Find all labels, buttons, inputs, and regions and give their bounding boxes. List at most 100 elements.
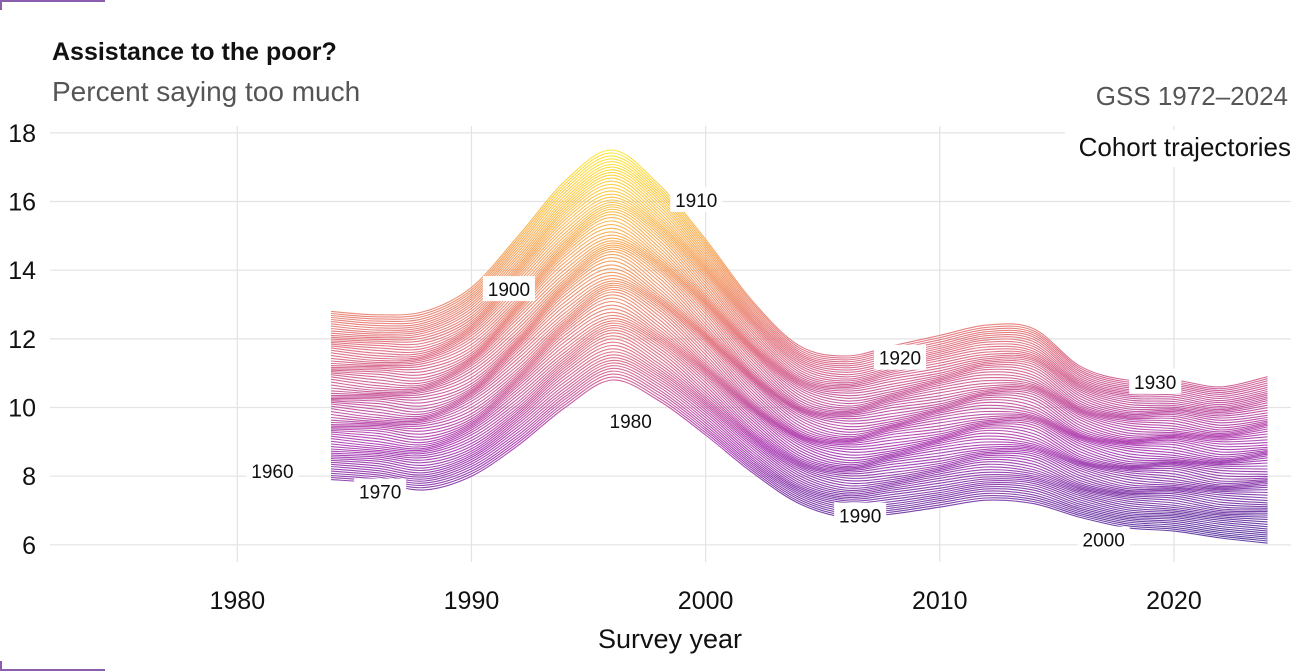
cohort-label-1990: 1990 — [834, 502, 887, 528]
y-tick-label: 16 — [8, 189, 36, 217]
legend-title: Cohort trajectories — [1064, 130, 1291, 167]
cohort-line — [330, 291, 1268, 484]
cohort-label-text: 2000 — [1083, 531, 1125, 552]
cohort-line — [330, 304, 1268, 490]
cohort-line — [330, 365, 1268, 534]
cohort-line — [330, 183, 1268, 411]
cohort-line — [330, 206, 1268, 426]
cohort-label-text: 1900 — [488, 280, 530, 301]
frame-corner-top — [0, 0, 105, 2]
cohort-line — [330, 344, 1268, 518]
cohort-line — [330, 208, 1268, 429]
cohort-line — [330, 359, 1268, 530]
cohort-line — [330, 300, 1268, 489]
frame-corner-bottom-vertical — [0, 661, 2, 671]
y-tick-label: 14 — [8, 257, 36, 285]
cohort-line — [330, 332, 1268, 511]
cohort-line — [330, 237, 1268, 443]
cohort-line — [330, 190, 1268, 414]
cohort-line — [330, 199, 1268, 419]
cohort-line — [330, 348, 1268, 521]
cohort-label-text: 1980 — [610, 412, 652, 433]
cohort-line — [330, 227, 1268, 438]
cohort-line — [330, 242, 1268, 448]
cohort-line — [330, 327, 1268, 508]
cohort-label-2000: 2000 — [1077, 526, 1130, 552]
cohort-line — [330, 311, 1268, 493]
cohort-line — [330, 187, 1268, 412]
cohort-line — [330, 193, 1268, 415]
cohort-line — [330, 214, 1268, 433]
y-tick-label: 8 — [22, 463, 36, 491]
cohort-line — [330, 329, 1268, 509]
cohort-label-1980: 1980 — [604, 408, 657, 434]
cohort-line — [330, 308, 1268, 491]
cohort-line — [330, 354, 1268, 525]
cohort-line — [330, 297, 1268, 488]
cohort-line — [330, 220, 1268, 436]
cohort-label-box — [670, 186, 723, 212]
x-tick-label: 1990 — [444, 587, 500, 615]
y-axis-ticks: 6 8 10 12 14 16 18 — [8, 120, 36, 560]
frame-corner-top-vertical — [0, 0, 2, 10]
cohort-label-box — [1129, 368, 1182, 394]
x-axis-title: Survey year — [598, 624, 742, 654]
cohort-line — [330, 244, 1268, 451]
cohort-line — [330, 278, 1268, 470]
x-tick-label: 2020 — [1146, 587, 1202, 615]
cohort-line — [330, 260, 1268, 462]
cohort-line — [330, 246, 1268, 453]
cohort-line — [330, 152, 1268, 390]
cohort-line — [330, 288, 1268, 482]
cohort-line — [330, 357, 1268, 528]
cohort-label-box — [873, 344, 926, 370]
cohort-line — [330, 286, 1268, 480]
x-tick-label: 2010 — [912, 587, 968, 615]
cohort-line — [330, 284, 1268, 478]
cohort-line — [330, 248, 1268, 456]
cohort-line — [330, 362, 1268, 532]
cohort-label-box — [354, 478, 407, 504]
chart-title: Assistance to the poor? — [52, 38, 337, 66]
cohort-line — [330, 335, 1268, 513]
cohort-label-text: 1960 — [251, 462, 293, 483]
cohort-label-text: 1990 — [839, 507, 881, 528]
cohort-line — [330, 201, 1268, 421]
cohort-line — [330, 324, 1268, 506]
cohort-line — [330, 376, 1268, 542]
cohort-line — [330, 351, 1268, 523]
cohort-line — [330, 240, 1268, 445]
cohort-label-text: 1910 — [675, 191, 717, 212]
y-tick-label: 6 — [22, 532, 36, 560]
cohort-line — [330, 196, 1268, 417]
cohort-line — [330, 341, 1268, 516]
cohort-label-text: 1970 — [359, 483, 401, 504]
cohort-line — [330, 253, 1268, 460]
cohort-label-box — [246, 458, 299, 484]
cohort-line — [330, 268, 1268, 464]
cohort-label-1900: 1900 — [482, 276, 535, 302]
y-tick-label: 12 — [8, 326, 36, 354]
cohort-line — [330, 322, 1268, 504]
cohort-line — [330, 264, 1268, 463]
cohort-line — [330, 373, 1268, 540]
frame-corner-bottom — [0, 669, 105, 671]
cohort-label-box — [834, 502, 887, 528]
cohort-line — [330, 338, 1268, 514]
cohort-line — [330, 234, 1268, 441]
cohort-line — [330, 379, 1268, 544]
cohort-line — [330, 217, 1268, 435]
cohort-line — [330, 275, 1268, 467]
cohort-label-1960: 1960 — [246, 458, 299, 484]
cohort-line — [330, 317, 1268, 499]
source-label: GSS 1972–2024 — [1095, 81, 1288, 111]
cohort-line — [330, 314, 1268, 496]
cohort-line — [330, 271, 1268, 466]
cohort-line — [330, 280, 1268, 473]
cohort-line — [330, 204, 1268, 424]
x-tick-label: 1980 — [210, 587, 266, 615]
x-tick-label: 2000 — [678, 587, 734, 615]
cohort-label-text: 1930 — [1134, 373, 1176, 394]
cohort-line — [330, 320, 1268, 502]
